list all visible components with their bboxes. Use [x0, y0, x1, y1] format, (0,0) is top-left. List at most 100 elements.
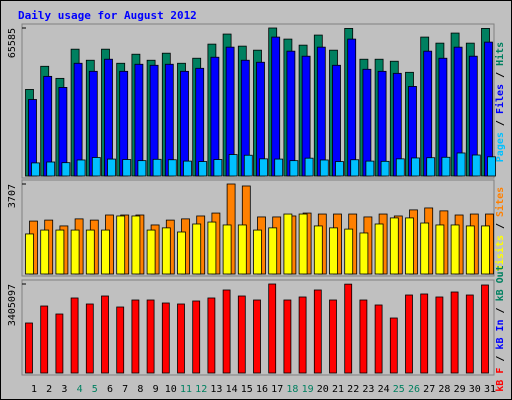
legend: kB F / kB In / kB Out	[495, 265, 506, 391]
bar	[177, 231, 186, 275]
chart-title: Daily usage for August 2012	[18, 9, 197, 22]
legend-entry: Sites	[494, 187, 506, 217]
bar	[131, 299, 140, 374]
bar	[411, 157, 420, 177]
bar	[31, 162, 40, 177]
x-tick-label: 18	[286, 384, 298, 395]
bar	[329, 227, 338, 275]
bar	[55, 313, 64, 374]
bar	[374, 223, 384, 275]
bar	[271, 36, 281, 177]
bar	[471, 154, 481, 177]
bar	[107, 158, 116, 177]
bar	[335, 161, 344, 177]
y-tick-label: 65585	[7, 28, 18, 58]
bar	[237, 224, 247, 275]
bar	[389, 317, 398, 374]
x-tick-label: 6	[107, 384, 113, 395]
bar	[222, 224, 232, 275]
x-tick-label: 21	[332, 384, 344, 395]
bar	[137, 160, 147, 177]
bar	[146, 299, 155, 374]
bar	[313, 289, 322, 374]
x-tick-label: 11	[180, 384, 192, 395]
bar	[167, 159, 177, 177]
bar	[40, 229, 50, 275]
x-tick-label: 15	[241, 384, 253, 395]
x-tick-label: 8	[137, 384, 143, 395]
x-tick-label: 19	[302, 384, 314, 395]
bar	[313, 225, 323, 275]
legend-separator: /	[495, 350, 506, 368]
x-tick-label: 10	[165, 384, 177, 395]
bar	[213, 159, 223, 177]
bar	[183, 160, 192, 177]
x-tick-label: 24	[378, 384, 390, 395]
bar	[161, 302, 170, 374]
bar	[25, 233, 34, 275]
legend-entry: kB In	[495, 319, 506, 349]
bar	[405, 217, 414, 275]
bar	[481, 225, 490, 275]
x-tick-label: 5	[92, 384, 98, 395]
bar	[435, 296, 444, 374]
x-tick-label: 16	[256, 384, 268, 395]
bar	[164, 63, 174, 177]
bar	[286, 50, 296, 177]
bar	[359, 299, 368, 374]
bar	[377, 70, 387, 177]
x-tick-label: 12	[195, 384, 207, 395]
bar	[207, 221, 217, 275]
bar	[283, 213, 293, 275]
bar	[198, 161, 208, 177]
x-tick-label: 30	[469, 384, 481, 395]
bar	[481, 284, 489, 374]
bar	[192, 223, 202, 275]
x-tick-label: 23	[362, 384, 374, 395]
x-tick-label: 3	[61, 384, 67, 395]
bar	[40, 305, 49, 374]
bar	[25, 322, 33, 374]
legend-entry: kB F	[495, 368, 506, 392]
bar	[253, 299, 261, 374]
bar	[259, 158, 268, 177]
bar	[180, 70, 189, 177]
x-tick-label: 4	[77, 384, 83, 395]
bar	[268, 227, 278, 275]
x-tick-label: 2	[46, 384, 52, 395]
bar	[319, 159, 329, 177]
bar	[161, 227, 171, 275]
x-tick-label: 25	[393, 384, 405, 395]
bar	[116, 306, 125, 374]
bar	[450, 224, 460, 275]
bar	[456, 152, 466, 177]
bar	[274, 158, 284, 177]
bar	[359, 232, 369, 275]
bar	[152, 158, 162, 177]
bar	[289, 160, 299, 177]
bar	[487, 156, 496, 177]
panel-frame	[21, 23, 495, 179]
bar	[116, 215, 126, 275]
x-tick-label: 31	[484, 384, 496, 395]
bar	[237, 295, 246, 374]
bar	[76, 159, 86, 177]
legend-separator: /	[495, 66, 506, 84]
bar	[70, 229, 80, 275]
x-tick-label: 27	[423, 384, 435, 395]
bar	[70, 297, 79, 374]
legend-entry: Pages	[495, 132, 506, 162]
x-tick-label: 13	[210, 384, 222, 395]
bar	[450, 291, 459, 374]
bar	[420, 222, 430, 275]
bar	[85, 229, 95, 275]
bar	[91, 157, 101, 177]
legend-separator: /	[495, 114, 506, 132]
legend-entry: Visits	[494, 235, 506, 271]
bar	[55, 229, 65, 275]
x-tick-label: 7	[122, 384, 128, 395]
bar	[332, 64, 341, 177]
bar	[380, 160, 390, 177]
bar	[435, 224, 445, 275]
bar	[210, 56, 220, 177]
